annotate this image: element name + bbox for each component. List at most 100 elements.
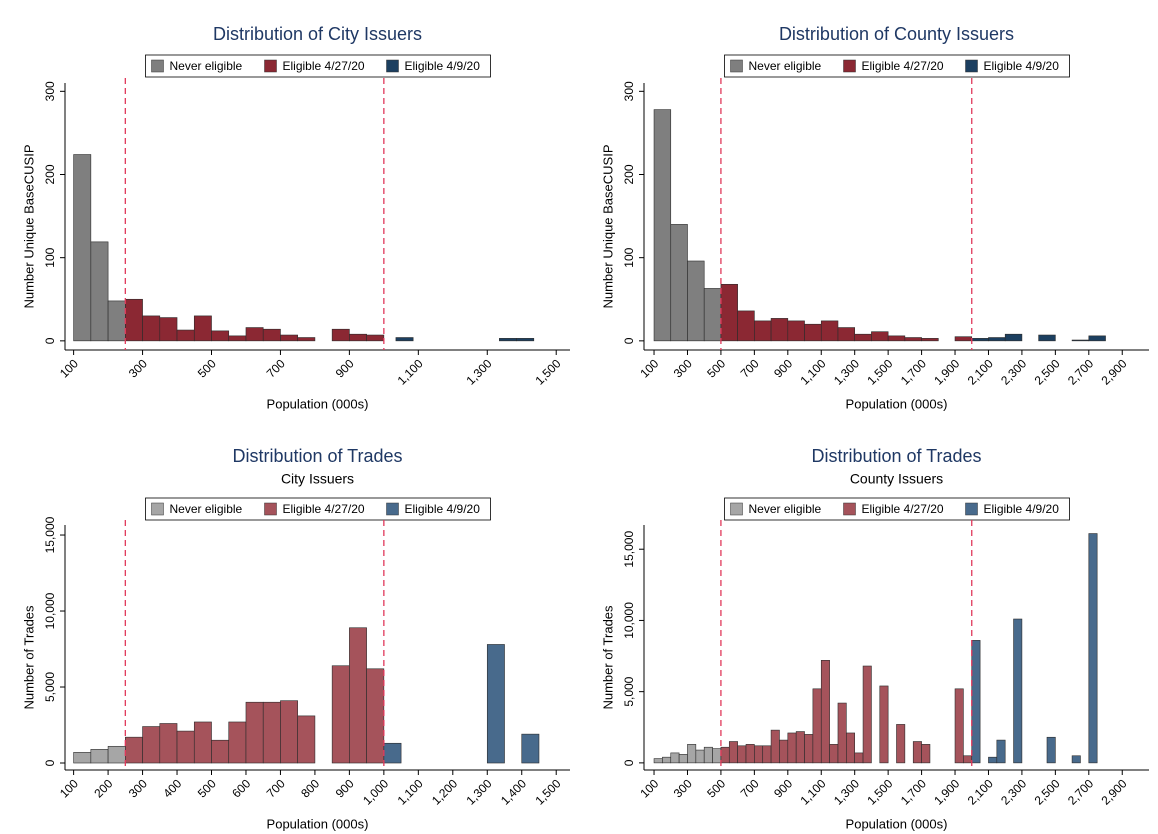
bar — [854, 333, 872, 342]
y-tick-label: 0 — [43, 337, 57, 344]
bar — [687, 744, 697, 764]
bar — [912, 741, 922, 764]
bar — [1088, 335, 1106, 342]
legend-box — [145, 497, 491, 521]
y-tick-label: 15,000 — [622, 531, 636, 568]
bar — [142, 726, 161, 764]
bar — [125, 298, 143, 342]
bar — [262, 328, 281, 342]
legend-label: Eligible 4/9/20 — [984, 502, 1060, 516]
legend-label: Never eligible — [170, 59, 243, 73]
bar — [837, 702, 847, 764]
chart-title: Distribution of City Issuers — [213, 24, 422, 44]
bar — [887, 335, 906, 342]
bar — [395, 337, 414, 342]
bar — [1038, 334, 1056, 342]
bar — [90, 241, 109, 342]
bar — [963, 755, 973, 764]
y-tick-label: 0 — [43, 759, 57, 766]
bar — [193, 315, 212, 342]
legend-label: Never eligible — [749, 59, 822, 73]
bar — [262, 701, 281, 764]
bar — [728, 741, 738, 764]
bar — [349, 627, 367, 764]
legend-swatch — [264, 502, 277, 516]
bar — [245, 327, 264, 342]
bar — [331, 665, 350, 764]
bar — [499, 338, 517, 342]
bar — [754, 320, 772, 342]
y-axis-label: Number of Trades — [21, 605, 36, 710]
y-tick-label: 100 — [622, 247, 636, 267]
y-tick-label: 100 — [43, 247, 57, 267]
bar — [383, 742, 402, 764]
y-tick-label: 300 — [43, 81, 57, 101]
bar — [1004, 333, 1023, 342]
bar — [804, 323, 822, 342]
bar — [516, 338, 535, 342]
bar — [737, 745, 747, 764]
bar — [297, 715, 316, 764]
bar — [737, 310, 755, 342]
bar — [107, 300, 126, 342]
bar — [820, 660, 830, 764]
y-tick-label: 5,000 — [43, 672, 57, 702]
bar — [211, 739, 230, 764]
bar — [297, 337, 316, 342]
bar — [720, 283, 738, 342]
y-tick-label: 0 — [622, 759, 636, 766]
bar — [720, 746, 730, 764]
bar — [73, 154, 92, 342]
legend-label: Never eligible — [170, 502, 243, 516]
bar — [211, 330, 230, 342]
bar — [812, 688, 822, 764]
y-tick-label: 300 — [622, 81, 636, 101]
bar — [695, 749, 705, 764]
chart-subtitle: City Issuers — [281, 471, 354, 487]
bar — [653, 758, 663, 764]
legend-label: Eligible 4/27/20 — [862, 502, 944, 516]
y-tick-label: 5,000 — [622, 676, 636, 706]
bar — [837, 327, 855, 342]
bar — [1046, 736, 1056, 764]
bar — [820, 320, 839, 342]
bar — [125, 736, 143, 764]
bar — [804, 734, 814, 764]
bar — [687, 260, 705, 342]
bar — [366, 668, 385, 764]
bar — [703, 288, 722, 342]
bar — [1088, 533, 1098, 764]
bar — [703, 746, 713, 764]
legend-swatch — [386, 502, 399, 516]
bar — [988, 756, 998, 764]
bar — [879, 685, 889, 764]
bar — [653, 109, 672, 342]
bar — [245, 701, 264, 764]
x-axis-label: Population (000s) — [267, 396, 369, 411]
bar — [921, 744, 931, 764]
bar — [142, 315, 161, 342]
bar — [971, 338, 989, 342]
y-tick-label: 10,000 — [43, 592, 57, 629]
bar — [996, 739, 1006, 764]
bar — [712, 748, 722, 764]
legend-box — [724, 497, 1070, 521]
bar — [854, 752, 864, 764]
y-tick-label: 200 — [43, 164, 57, 184]
chart-subtitle: County Issuers — [850, 471, 943, 487]
bar — [762, 745, 772, 764]
bar — [988, 337, 1006, 342]
y-tick-label: 0 — [622, 337, 636, 344]
bar — [159, 317, 178, 342]
bar — [862, 665, 872, 764]
x-axis-label: Population (000s) — [846, 816, 948, 831]
bar — [331, 328, 350, 342]
legend-swatch — [151, 59, 164, 73]
bar — [73, 752, 92, 764]
bar — [159, 723, 178, 764]
bar — [795, 731, 805, 764]
y-axis-label: Number Unique BaseCUSIP — [21, 144, 36, 308]
y-axis-label: Number Unique BaseCUSIP — [600, 144, 615, 308]
bar — [90, 749, 109, 764]
